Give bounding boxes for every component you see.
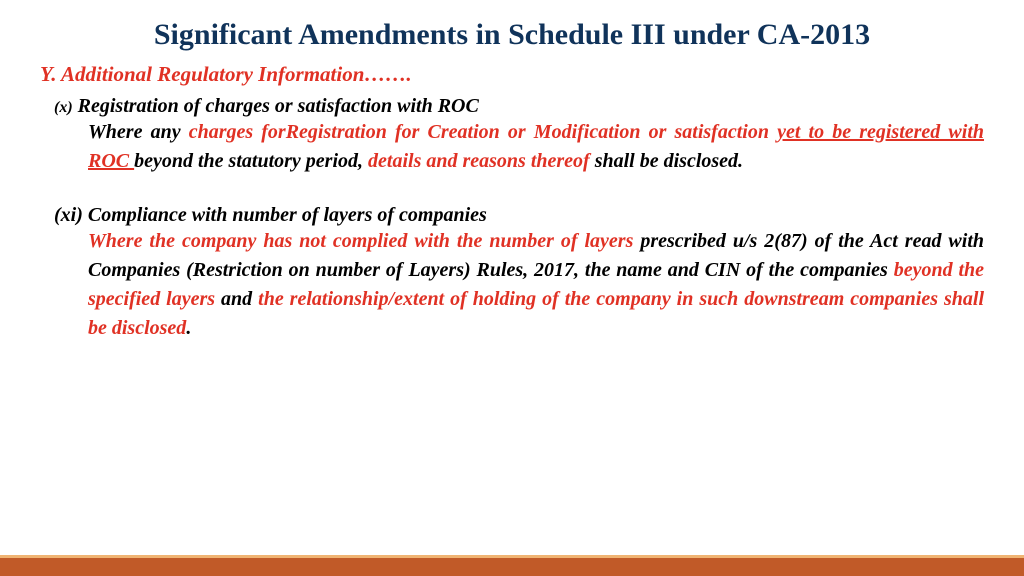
section-heading: Y. Additional Regulatory Information……. <box>40 62 984 87</box>
item-x-heading: (x) Registration of charges or satisfact… <box>54 95 984 118</box>
text: Where any <box>88 121 189 143</box>
slide: Significant Amendments in Schedule III u… <box>0 0 1024 576</box>
footer-bar <box>0 555 1024 576</box>
slide-title: Significant Amendments in Schedule III u… <box>40 18 984 52</box>
item-x: (x) Registration of charges or satisfact… <box>54 95 984 176</box>
text-red: details and reasons thereof <box>368 150 595 172</box>
footer-thick-stripe <box>0 558 1024 576</box>
text: beyond the statutory period, <box>134 150 368 172</box>
text: and <box>221 288 258 310</box>
item-xi-body: Where the company has not complied with … <box>88 227 984 343</box>
text: . <box>186 317 191 339</box>
text-red: Where the company has not complied with … <box>88 230 640 252</box>
item-x-marker: (x) <box>54 99 73 116</box>
item-x-body: Where any charges forRegistration for Cr… <box>88 118 984 176</box>
item-xi-title: Compliance with number of layers of comp… <box>88 204 487 226</box>
text: shall be disclosed. <box>595 150 743 172</box>
item-x-title: Registration of charges or satisfaction … <box>78 95 479 117</box>
text-red: charges forRegistration for Creation or … <box>189 121 777 143</box>
item-xi: (xi) Compliance with number of layers of… <box>54 204 984 343</box>
item-xi-marker: (xi) <box>54 204 83 226</box>
item-xi-heading: (xi) Compliance with number of layers of… <box>54 204 984 227</box>
spacer <box>40 182 984 204</box>
